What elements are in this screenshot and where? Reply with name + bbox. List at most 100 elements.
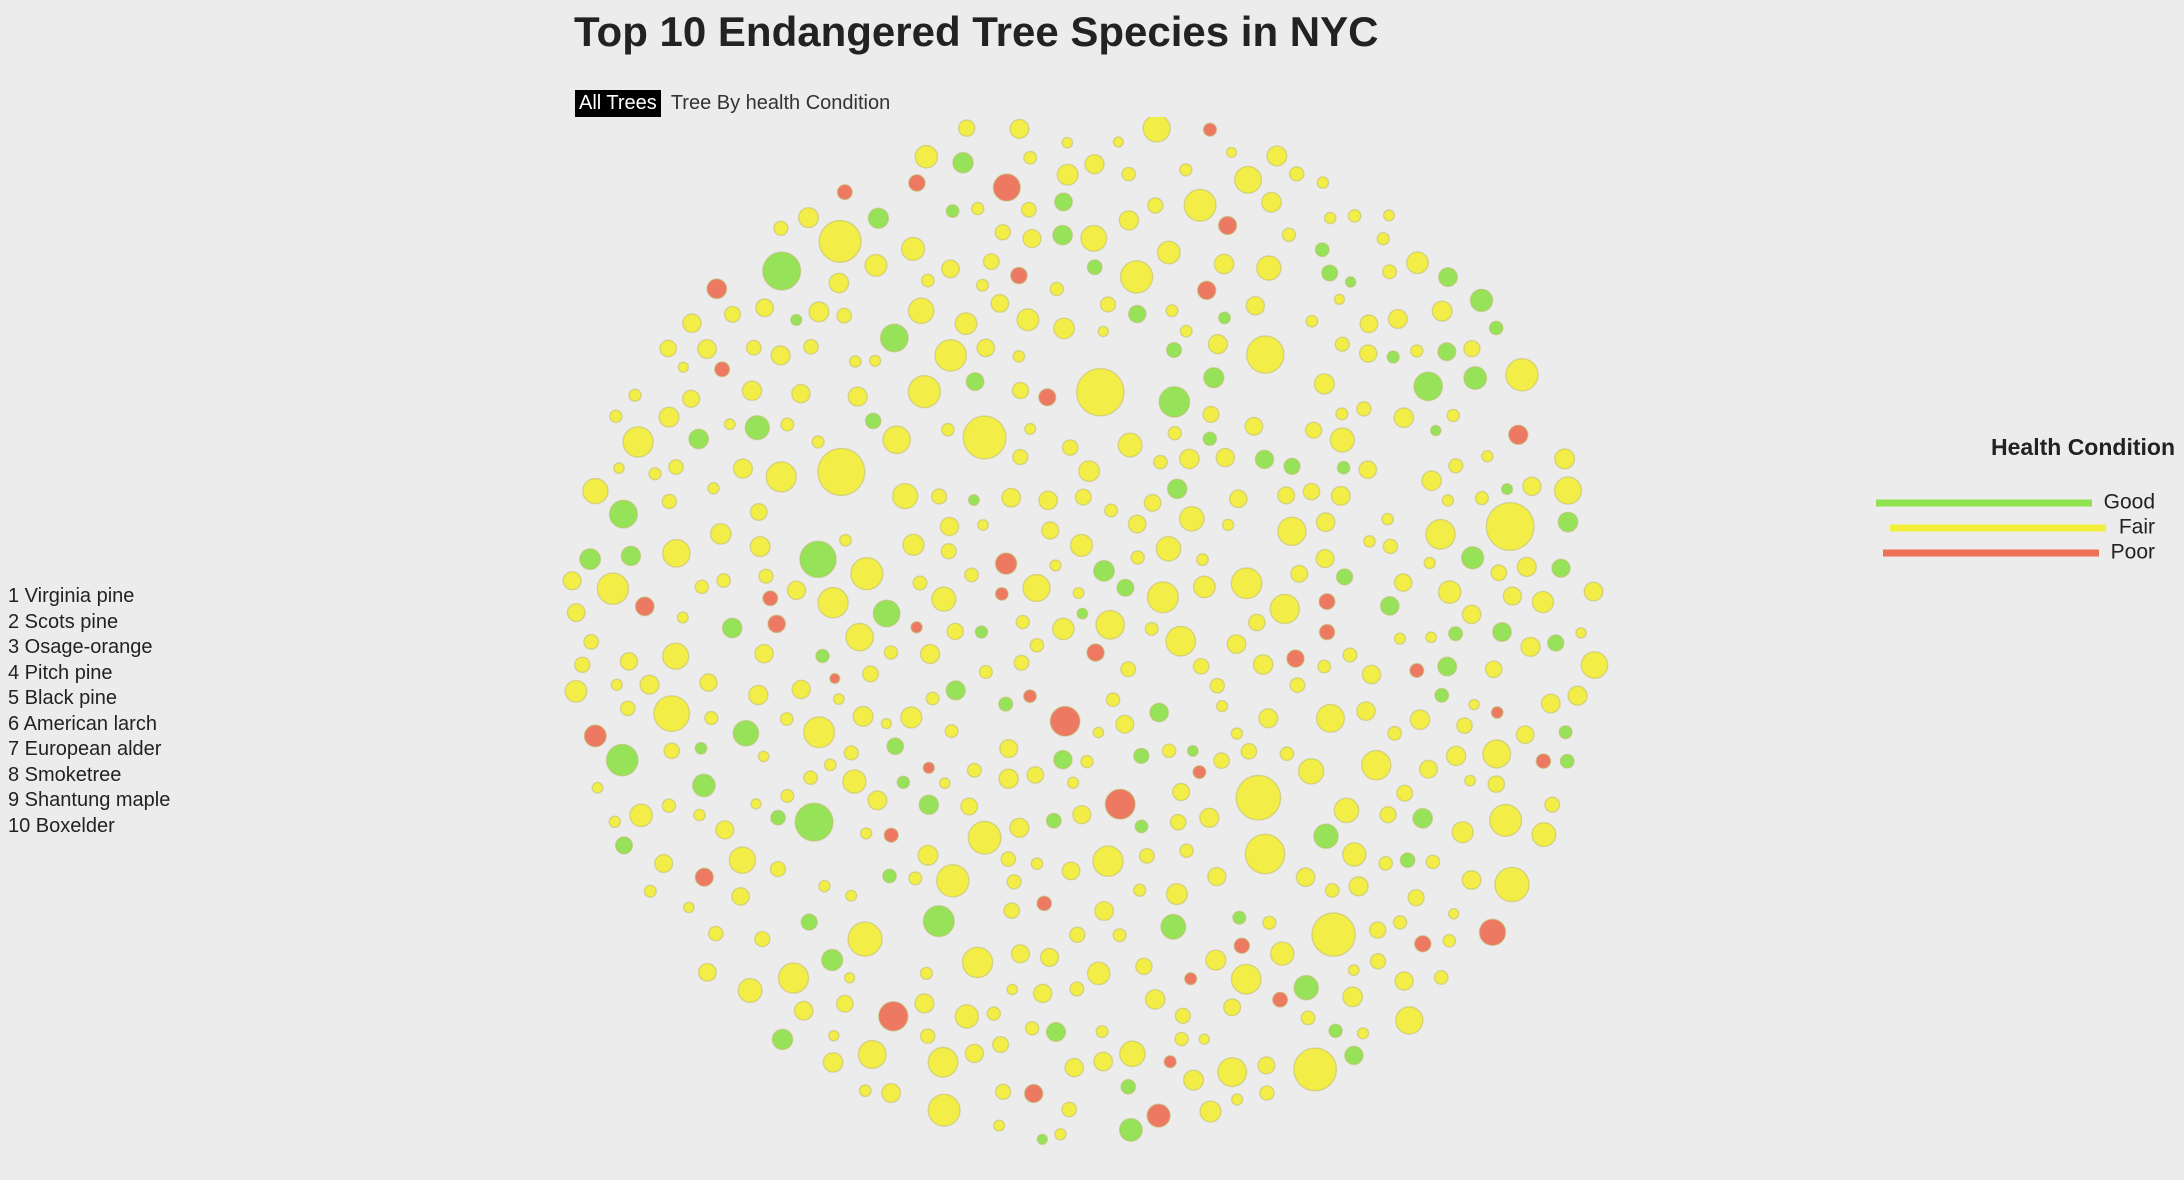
tree-bubble <box>900 236 926 262</box>
tree-bubble <box>706 278 728 300</box>
tree-bubble <box>962 415 1007 460</box>
tree-bubble <box>832 693 845 706</box>
tree-bubble <box>1396 784 1414 802</box>
tree-bubble <box>1305 314 1319 328</box>
tree-bubble <box>977 519 990 532</box>
tree-bubble <box>964 1043 985 1064</box>
tree-bubble <box>1217 215 1238 236</box>
tree-bubble <box>1281 227 1297 243</box>
tree-bubble <box>614 836 634 855</box>
tree-bubble <box>1198 1033 1211 1045</box>
tree-bubble <box>1437 342 1457 362</box>
toggle-button[interactable]: Tree By health Condition <box>670 92 891 114</box>
tree-bubble <box>842 769 867 794</box>
tree-bubble <box>1347 964 1360 977</box>
tree-bubble <box>731 887 750 906</box>
tree-bubble <box>713 361 731 378</box>
tree-bubble <box>1217 1056 1248 1088</box>
tree-bubble <box>1342 647 1358 663</box>
tree-bubble <box>1158 385 1191 418</box>
tree-bubble <box>1061 861 1081 881</box>
tree-bubble <box>1333 293 1346 305</box>
tree-bubble <box>1361 664 1382 685</box>
tree-bubble <box>1553 448 1576 470</box>
tree-bubble <box>965 372 985 392</box>
tree-bubble <box>1230 963 1262 995</box>
toggle-button[interactable]: All Trees <box>575 90 661 117</box>
tree-bubble <box>945 680 966 701</box>
tree-bubble <box>828 272 850 294</box>
tree-bubble <box>1056 163 1079 186</box>
tree-bubble <box>1205 949 1227 971</box>
tree-bubble <box>694 867 714 887</box>
tree-bubble <box>815 648 830 664</box>
tree-bubble <box>1395 1006 1424 1035</box>
tree-bubble <box>1260 191 1282 213</box>
tree-bubble <box>1464 774 1477 787</box>
tree-bubble <box>1335 407 1349 421</box>
tree-bubble <box>881 1082 902 1103</box>
tree-bubble <box>596 572 630 606</box>
tree-bubble <box>1095 1024 1109 1039</box>
tree-bubble <box>1359 314 1379 334</box>
tree-bubble <box>829 672 841 685</box>
tree-bubble <box>1092 845 1124 878</box>
tree-bubble <box>1233 165 1263 194</box>
tree-bubble <box>931 586 957 612</box>
tree-bubble <box>1488 320 1504 336</box>
tree-bubble <box>922 761 936 775</box>
tree-bubble <box>1049 559 1062 572</box>
tree-bubble <box>1347 208 1362 223</box>
tree-bubble <box>1202 405 1220 424</box>
tree-bubble <box>967 820 1002 855</box>
tree-bubble <box>867 207 890 229</box>
tree-bubble <box>1342 986 1364 1008</box>
tree-bubble <box>1257 1056 1276 1075</box>
bubble-cluster <box>562 117 1609 1146</box>
tree-bubble <box>1171 782 1191 802</box>
tree-bubble <box>867 790 888 811</box>
tree-bubble <box>836 307 853 324</box>
tree-bubble <box>1001 487 1022 508</box>
tree-bubble <box>978 664 994 680</box>
tree-bubble <box>754 643 774 664</box>
tree-bubble <box>1202 431 1218 447</box>
tree-bubble <box>1203 367 1225 389</box>
tree-bubble <box>1441 494 1455 507</box>
tree-bubble <box>1052 224 1074 246</box>
tree-bubble <box>1120 661 1137 678</box>
tree-bubble <box>1410 344 1424 358</box>
tree-bubble <box>1567 685 1588 706</box>
tree-bubble <box>799 540 837 579</box>
tree-bubble <box>693 808 706 822</box>
tree-bubble <box>1463 340 1481 358</box>
tree-bubble <box>771 1028 794 1051</box>
tree-bubble <box>1179 163 1193 177</box>
tree-bubble <box>791 383 811 404</box>
tree-bubble <box>1118 210 1140 231</box>
tree-bubble <box>620 545 642 567</box>
tree-bubble <box>1009 118 1030 139</box>
tree-bubble <box>1490 706 1504 720</box>
tree-bubble <box>1468 698 1480 711</box>
tree-bubble <box>835 994 854 1013</box>
tree-bubble <box>1115 714 1135 734</box>
tree-bubble <box>1015 614 1031 630</box>
tree-bubble <box>1023 150 1038 165</box>
tree-bubble <box>800 913 818 931</box>
tree-bubble <box>1143 493 1162 512</box>
tree-bubble <box>1086 961 1111 986</box>
tree-bubble <box>1061 439 1079 456</box>
tree-bubble <box>1262 915 1277 930</box>
tree-bubble <box>1394 971 1414 991</box>
tree-bubble <box>1026 766 1045 784</box>
tree-bubble <box>694 579 710 595</box>
tree-bubble <box>1155 535 1182 562</box>
tree-bubble <box>1381 512 1395 526</box>
tree-bubble <box>1363 535 1376 548</box>
tree-bubble <box>1226 634 1247 655</box>
tree-bubble <box>1433 970 1449 986</box>
tree-bubble <box>912 575 928 591</box>
tree-bubble <box>1451 821 1474 844</box>
tree-bubble <box>765 461 797 493</box>
